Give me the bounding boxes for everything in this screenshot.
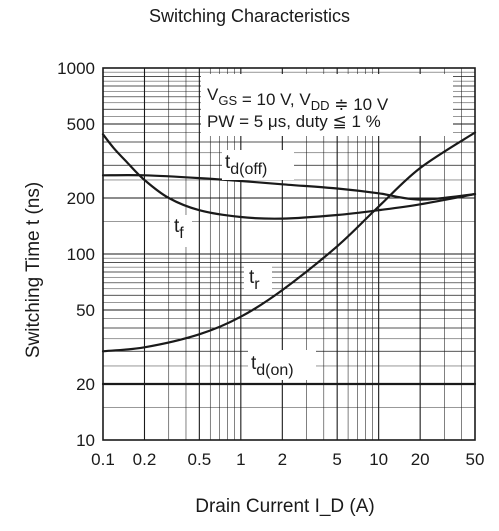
y-tick-label: 100 [67,245,95,264]
x-tick-label: 0.5 [188,450,212,469]
x-tick-label: 50 [466,450,485,469]
y-tick-label: 500 [67,115,95,134]
series-line-tr [101,131,477,353]
x-tick-label: 0.2 [133,450,157,469]
conditions-line-2: PW = 5 μs, duty ≦ 1 % [207,112,381,131]
chart-title: Switching Characteristics [148,6,351,26]
annotations: VGS = 10 V, VDD ≑ 10 VPW = 5 μs, duty ≦ … [170,74,453,380]
y-tick-label: 1000 [57,59,95,78]
x-tick-label: 5 [332,450,341,469]
label-td-on: td(on) [251,353,294,379]
y-axis-label: Switching Time t (ns) [23,181,44,359]
series-curves [101,131,477,386]
series-line-td-off [101,173,477,201]
x-tick-label: 20 [411,450,430,469]
td-off-label-bg [222,150,294,180]
td-on-label-bg [248,350,316,380]
x-axis-label: Drain Current I_D (A) [195,496,375,517]
y-tick-label: 50 [76,301,95,320]
label-tr: tr [249,267,260,293]
y-tick-label: 10 [76,431,95,450]
y-tick-label: 20 [76,375,95,394]
label-td-off: td(off) [225,152,267,178]
x-tick-label: 10 [369,450,388,469]
y-tick-label: 200 [67,189,95,208]
conditions-line-1: VGS = 10 V, VDD ≑ 10 V [207,85,389,114]
plot-frame [102,67,476,441]
tr-label-bg [244,265,272,293]
tick-labels: 0.1 0.2 0.5 1 2 5 10 20 50 10 20 50 100 200 500 1000 [57,59,484,469]
x-tick-label: 0.1 [91,450,115,469]
series-line-tf [101,133,477,220]
conditions-box [201,74,453,136]
tf-label-bg [170,215,192,247]
label-tf: tf [174,216,184,242]
x-tick-label: 2 [278,450,287,469]
x-tick-label: 1 [236,450,245,469]
